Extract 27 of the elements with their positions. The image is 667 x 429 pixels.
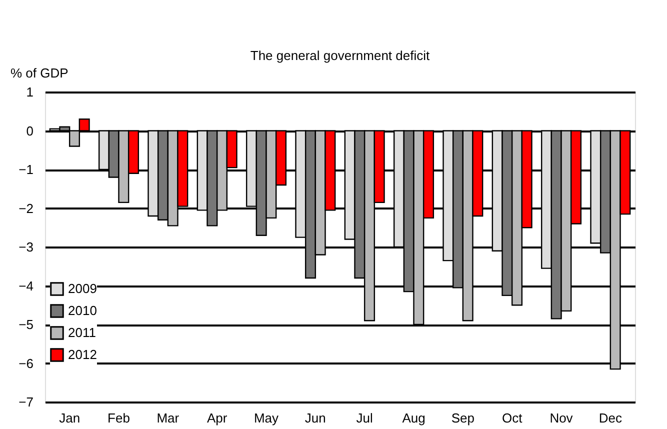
- legend-label: 2011: [68, 325, 96, 340]
- chart-title: The general government deficit: [250, 48, 430, 63]
- legend-label: 2009: [68, 281, 97, 296]
- x-tick-label: Aug: [402, 410, 426, 426]
- y-tick-label: −5: [18, 317, 34, 332]
- x-tick-label: Sep: [451, 410, 474, 426]
- y-tick-label: 1: [26, 84, 34, 100]
- legend-label: 2010: [68, 303, 97, 318]
- x-tick-label: May: [254, 410, 280, 426]
- legend-label: 2012: [68, 347, 97, 362]
- y-tick-label: −7: [18, 394, 34, 410]
- x-tick-label: Oct: [502, 410, 523, 426]
- x-tick-label: Jan: [59, 410, 80, 426]
- y-tick-label: −4: [18, 278, 34, 294]
- x-tick-label: Dec: [598, 410, 622, 426]
- y-tick-label: −2: [18, 200, 34, 216]
- y-tick-label: −6: [18, 356, 34, 371]
- y-tick-label: 0: [26, 123, 34, 138]
- x-tick-label: Jul: [356, 410, 373, 426]
- y-axis-title: % of GDP: [10, 66, 68, 80]
- y-tick-label: −3: [18, 240, 34, 254]
- x-tick-label: Nov: [550, 410, 574, 426]
- x-tick-label: Mar: [156, 410, 180, 426]
- x-tick-label: Jun: [304, 410, 326, 426]
- x-tick-label: Feb: [108, 410, 130, 426]
- x-tick-label: Apr: [206, 410, 228, 426]
- y-tick-label: −1: [18, 162, 34, 177]
